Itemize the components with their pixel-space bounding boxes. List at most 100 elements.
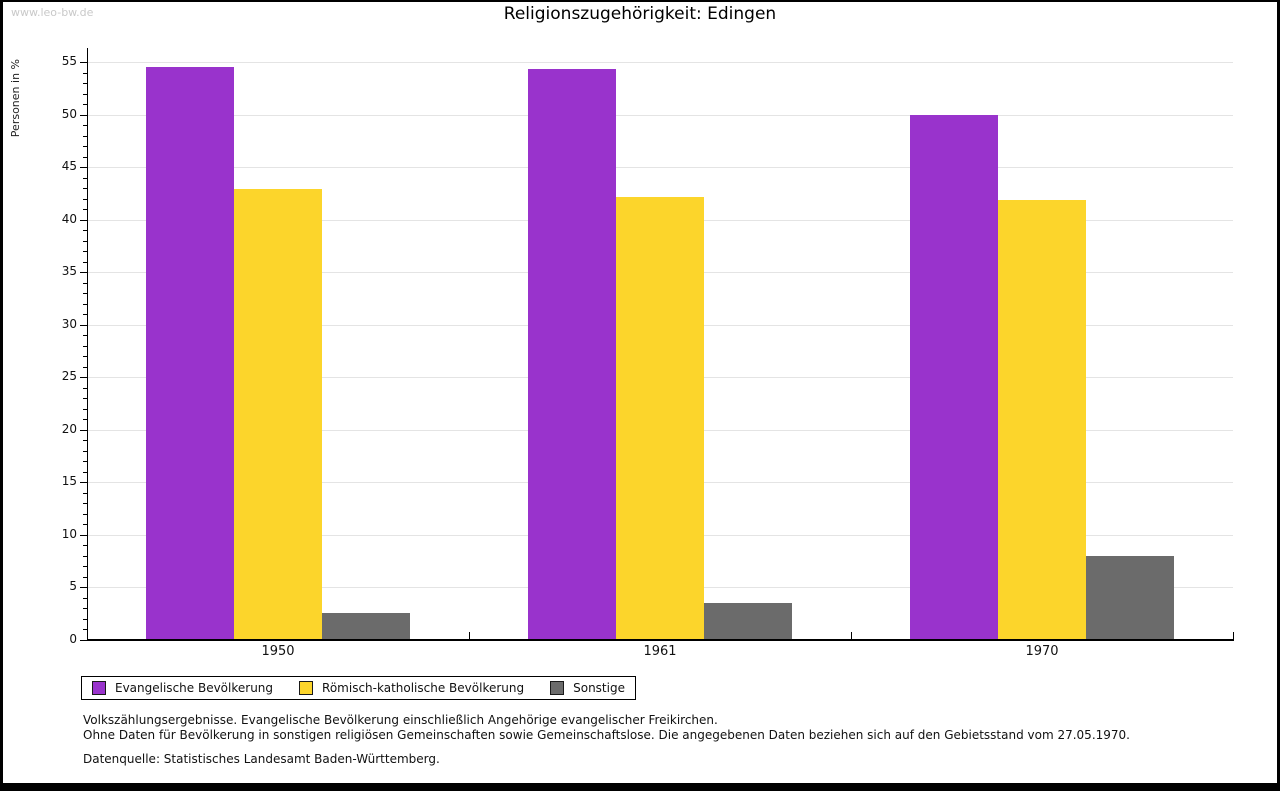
minor-tick-1 [83, 629, 87, 631]
major-tick-55 [80, 62, 87, 63]
y-tick-label-0: 0 [69, 632, 77, 646]
y-tick-label-40: 40 [61, 211, 77, 226]
minor-tick-8 [83, 555, 87, 557]
bar-evangelische-1950 [146, 67, 234, 640]
minor-tick-33 [83, 293, 87, 295]
legend-swatch-icon [92, 681, 106, 695]
legend: Evangelische Bevölkerung Römisch-katholis… [81, 676, 636, 700]
bar-katholische-1961 [616, 196, 704, 640]
minor-tick-19 [83, 440, 87, 442]
minor-tick-21 [83, 419, 87, 421]
bar-katholische-1970 [998, 199, 1086, 640]
y-tick-label-30: 30 [61, 316, 77, 331]
data-source: Datenquelle: Statistisches Landesamt Bad… [83, 752, 440, 766]
minor-tick-12 [83, 513, 87, 515]
bar-evangelische-1970 [910, 114, 998, 640]
minor-tick-23 [83, 398, 87, 400]
minor-tick-42 [83, 198, 87, 200]
x-tick-label-1961: 1961 [643, 644, 677, 659]
minor-tick-9 [83, 545, 87, 547]
legend-label: Sonstige [573, 681, 625, 695]
gridline-45 [87, 167, 1233, 169]
minor-tick-6 [83, 576, 87, 578]
x-separator-tick-0 [469, 632, 470, 640]
footnote-line: Ohne Daten für Bevölkerung in sonstigen … [83, 728, 1130, 742]
y-tick-label-15: 15 [61, 474, 77, 489]
y-tick-label-10: 10 [61, 526, 77, 541]
minor-tick-27 [83, 356, 87, 358]
minor-tick-2 [83, 618, 87, 620]
legend-item-sonstige: Sonstige [550, 681, 625, 695]
minor-tick-28 [83, 345, 87, 347]
minor-tick-47 [83, 146, 87, 148]
major-tick-10 [80, 534, 87, 536]
major-tick-35 [80, 272, 87, 274]
major-tick-50 [80, 114, 87, 116]
bar-sonstige-1970 [1086, 555, 1174, 640]
minor-tick-13 [83, 503, 87, 505]
plot-area: 1950 1961 1970 [80, 48, 1234, 659]
major-tick-15 [80, 482, 87, 484]
major-tick-30 [80, 324, 87, 326]
minor-tick-18 [83, 450, 87, 452]
minor-tick-37 [83, 251, 87, 253]
minor-tick-29 [83, 335, 87, 337]
minor-tick-46 [83, 156, 87, 158]
minor-tick-54 [83, 72, 87, 74]
y-tick-label-45: 45 [61, 159, 77, 174]
legend-label: Römisch-katholische Bevölkerung [322, 681, 525, 695]
legend-item-evangelische: Evangelische Bevölkerung [92, 681, 273, 695]
minor-tick-44 [83, 177, 87, 179]
x-tick-label-1970: 1970 [1025, 644, 1059, 659]
minor-tick-24 [83, 387, 87, 389]
minor-tick-38 [83, 240, 87, 242]
x-separator-tick-2 [1233, 632, 1234, 640]
y-tick-label-50: 50 [61, 106, 77, 121]
minor-tick-31 [83, 314, 87, 316]
minor-tick-51 [83, 104, 87, 106]
minor-tick-43 [83, 188, 87, 190]
minor-tick-4 [83, 597, 87, 599]
gridline-50 [87, 114, 1233, 116]
minor-tick-7 [83, 566, 87, 568]
x-axis-line [87, 639, 1234, 641]
minor-tick-26 [83, 366, 87, 368]
minor-tick-48 [83, 135, 87, 137]
minor-tick-16 [83, 471, 87, 473]
minor-tick-36 [83, 261, 87, 263]
y-tick-label-25: 25 [61, 369, 77, 384]
major-tick-40 [80, 219, 87, 221]
x-separator-tick-1 [851, 632, 852, 640]
bar-sonstige-1950 [322, 612, 410, 640]
major-tick-45 [80, 167, 87, 169]
footnote-line: Volkszählungsergebnisse. Evangelische Be… [83, 713, 718, 727]
y-tick-label-35: 35 [61, 264, 77, 279]
x-tick-label-1950: 1950 [261, 644, 295, 659]
y-axis-label: Personen in % [9, 59, 22, 138]
minor-tick-22 [83, 408, 87, 410]
minor-tick-39 [83, 230, 87, 232]
y-tick-label-5: 5 [69, 579, 77, 594]
minor-tick-14 [83, 492, 87, 494]
minor-tick-3 [83, 608, 87, 610]
minor-tick-17 [83, 461, 87, 463]
bar-evangelische-1961 [528, 69, 616, 640]
y-tick-label-55: 55 [61, 54, 77, 68]
site-watermark: www.leo-bw.de [11, 6, 94, 19]
minor-tick-34 [83, 282, 87, 284]
major-tick-25 [80, 377, 87, 379]
major-tick-5 [80, 587, 87, 589]
minor-tick-52 [83, 93, 87, 95]
legend-label: Evangelische Bevölkerung [115, 681, 274, 695]
major-tick-0 [80, 640, 87, 641]
major-tick-20 [80, 429, 87, 431]
minor-tick-32 [83, 303, 87, 305]
footnotes: Volkszählungsergebnisse. Evangelische Be… [83, 713, 1130, 743]
y-tick-label-20: 20 [61, 421, 77, 436]
bar-sonstige-1961 [704, 603, 792, 640]
minor-tick-11 [83, 524, 87, 526]
minor-tick-41 [83, 209, 87, 211]
legend-item-katholische: Römisch-katholische Bevölkerung [299, 681, 524, 695]
legend-swatch-icon [550, 681, 565, 695]
